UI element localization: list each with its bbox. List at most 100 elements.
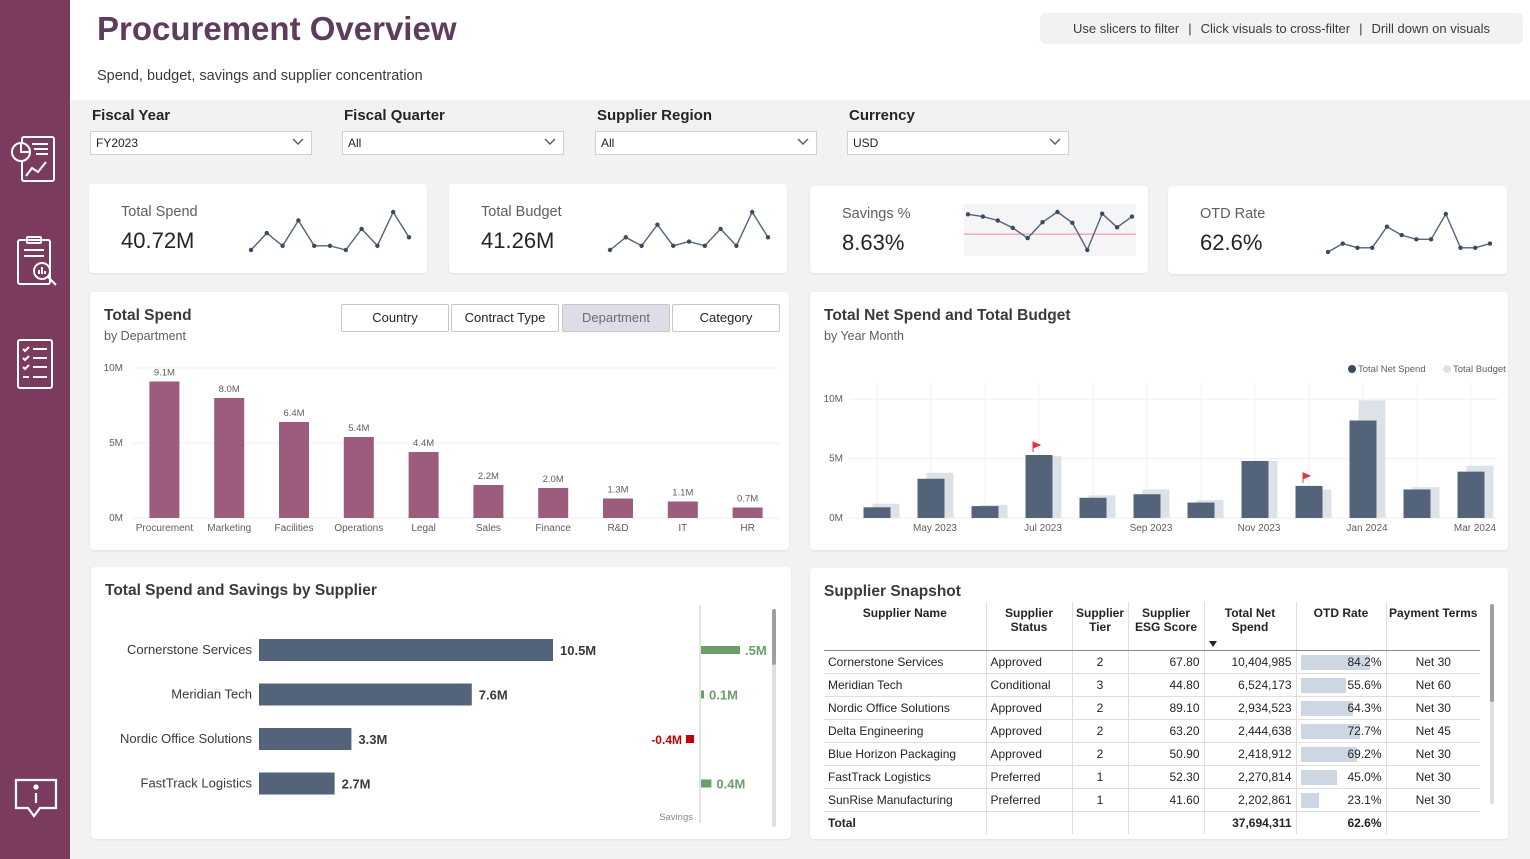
cell-supplier-name: Meridian Tech: [824, 673, 987, 697]
bar: [667, 501, 698, 518]
supplier-snapshot-panel: Supplier Snapshot Supplier Name Supplier…: [810, 568, 1508, 839]
segment-country-button[interactable]: Country: [341, 304, 449, 332]
cell-esg-score: 67.80: [1128, 650, 1205, 674]
bar: [214, 398, 245, 518]
cell-supplier-name: FastTrack Logistics: [824, 765, 987, 789]
info-chat-icon[interactable]: [8, 772, 64, 828]
cell-esg-score: 89.10: [1128, 696, 1205, 720]
fiscal-year-dropdown[interactable]: FY2023: [90, 131, 312, 155]
column-header-otd-rate[interactable]: OTD Rate: [1296, 602, 1387, 651]
segment-contract-type-button[interactable]: Contract Type: [451, 304, 559, 332]
kpi-card-otd-rate[interactable]: OTD Rate 62.6%: [1168, 186, 1507, 274]
kpi-label: Total Spend: [121, 204, 198, 220]
cell-otd-rate: 69.2%: [1296, 742, 1387, 766]
fiscal-quarter-dropdown[interactable]: All: [342, 131, 564, 155]
column-header-payment-terms[interactable]: Payment Terms: [1386, 602, 1480, 651]
kpi-sparkline-point: [1414, 237, 1419, 242]
column-header-supplier-name[interactable]: Supplier Name: [824, 602, 987, 651]
spend-bar: [259, 683, 472, 706]
cell-payment-terms: Net 30: [1386, 650, 1480, 674]
overview-report-icon[interactable]: [8, 132, 64, 188]
kpi-label: Savings %: [842, 206, 911, 222]
kpi-sparkline-point: [655, 222, 660, 227]
total-empty: [986, 810, 1073, 834]
x-tick-label: Marketing: [207, 523, 251, 534]
column-header-esg-score[interactable]: Supplier ESG Score: [1128, 602, 1205, 651]
spend-by-dimension-panel: Total Spend by Department Country Contra…: [90, 292, 789, 550]
alert-flag-icon: [1032, 441, 1042, 452]
table-row[interactable]: Delta Engineering Approved 2 63.20 2,444,638…: [824, 719, 1480, 743]
cell-supplier-tier: 1: [1072, 788, 1129, 812]
data-label: 8.0M: [219, 384, 240, 395]
column-header-supplier-status[interactable]: Supplier Status: [986, 602, 1073, 651]
segment-department-button[interactable]: Department: [562, 304, 670, 332]
total-empty: [1072, 810, 1129, 834]
kpi-card-savings-pct[interactable]: Savings % 8.63%: [810, 186, 1148, 273]
supplier-label: Cornerstone Services: [127, 642, 252, 657]
table-row[interactable]: Nordic Office Solutions Approved 2 89.10 2,9…: [824, 696, 1480, 720]
currency-dropdown[interactable]: USD: [847, 131, 1069, 155]
table-row[interactable]: SunRise Manufacturing Preferred 1 41.60 2,20…: [824, 788, 1480, 812]
otd-data-bar: [1300, 792, 1320, 808]
supplier-analysis-icon[interactable]: [8, 234, 64, 290]
panel-subtitle: by Department: [104, 329, 186, 343]
x-tick-label: Facilities: [275, 523, 314, 534]
usage-hints: Use slicers to filter | Click visuals to…: [1040, 13, 1523, 44]
kpi-sparkline-point: [1025, 235, 1030, 241]
otd-value: 23.1%: [1347, 792, 1382, 807]
otd-value: 55.6%: [1347, 677, 1382, 692]
kpi-card-total-budget[interactable]: Total Budget 41.26M: [449, 184, 787, 273]
savings-data-label: 0.4M: [716, 777, 745, 792]
supplier-spend-savings-chart[interactable]: Cornerstone Services 10.5M .5M Meridian Tec…: [91, 605, 781, 833]
kpi-value: 62.6%: [1200, 230, 1263, 255]
savings-bar: [686, 735, 694, 743]
table-scrollbar[interactable]: [1490, 604, 1494, 804]
cell-esg-score: 41.60: [1128, 788, 1205, 812]
x-tick-label: IT: [678, 523, 687, 534]
legend-label: Total Net Spend: [1358, 364, 1426, 375]
spend-data-label: 10.5M: [560, 643, 596, 658]
legend-label: Total Budget: [1453, 364, 1506, 375]
cell-total-net-spend: 2,202,861: [1204, 788, 1297, 812]
panel-title: Total Net Spend and Total Budget: [824, 307, 1071, 324]
kpi-label: Total Budget: [481, 204, 562, 220]
column-header-supplier-tier[interactable]: Supplier Tier: [1072, 602, 1129, 651]
slicer-value: USD: [853, 136, 879, 150]
sort-descending-icon: [1208, 640, 1217, 647]
cell-supplier-status: Preferred: [986, 765, 1073, 789]
spend-data-label: 2.7M: [342, 777, 371, 792]
kpi-sparkline-point: [1085, 247, 1090, 253]
panel-subtitle: by Year Month: [824, 329, 904, 343]
x-tick-label: Sales: [476, 523, 501, 534]
otd-data-bar: [1300, 769, 1338, 785]
chart-scrollbar[interactable]: [772, 609, 776, 827]
segment-category-button[interactable]: Category: [672, 304, 780, 332]
total-net-spend: 37,694,311: [1204, 810, 1297, 834]
cell-total-net-spend: 10,404,985: [1204, 650, 1297, 674]
cell-payment-terms: Net 30: [1386, 765, 1480, 789]
cell-payment-terms: Net 30: [1386, 696, 1480, 720]
otd-value: 84.2%: [1347, 654, 1382, 669]
checklist-icon[interactable]: [8, 336, 64, 392]
slicer-bar: Fiscal Year FY2023 Fiscal Quarter All Su…: [70, 100, 1530, 172]
spend-by-department-chart[interactable]: 0M 5M 10M 9.1M Procurement 8.0M Marketing 6.4M F…: [90, 352, 789, 542]
scrollbar-thumb[interactable]: [1490, 604, 1494, 702]
kpi-card-total-spend[interactable]: Total Spend 40.72M: [89, 184, 427, 273]
bar: [149, 381, 180, 518]
supplier-label: FastTrack Logistics: [141, 776, 253, 791]
x-tick-label: R&D: [607, 523, 628, 534]
scrollbar-thumb[interactable]: [772, 609, 776, 665]
otd-value: 69.2%: [1347, 746, 1382, 761]
table-row[interactable]: Cornerstone Services Approved 2 67.80 10,404…: [824, 650, 1480, 674]
chevron-down-icon: [292, 138, 304, 146]
table-row[interactable]: Meridian Tech Conditional 3 44.80 6,524,173 5…: [824, 673, 1480, 697]
net-spend-budget-chart[interactable]: Total Net Spend Total Budget 0M 5M 10M May 20…: [810, 352, 1508, 542]
table-row[interactable]: FastTrack Logistics Preferred 1 52.30 2,270,…: [824, 765, 1480, 789]
cell-total-net-spend: 2,418,912: [1204, 742, 1297, 766]
cell-total-net-spend: 2,270,814: [1204, 765, 1297, 789]
table-row[interactable]: Blue Horizon Packaging Approved 2 50.90 2,41…: [824, 742, 1480, 766]
data-label: 9.1M: [154, 368, 175, 379]
supplier-region-dropdown[interactable]: All: [595, 131, 817, 155]
hint-slicers: Use slicers to filter: [1072, 21, 1180, 36]
column-header-total-net-spend[interactable]: Total Net Spend: [1204, 602, 1297, 651]
